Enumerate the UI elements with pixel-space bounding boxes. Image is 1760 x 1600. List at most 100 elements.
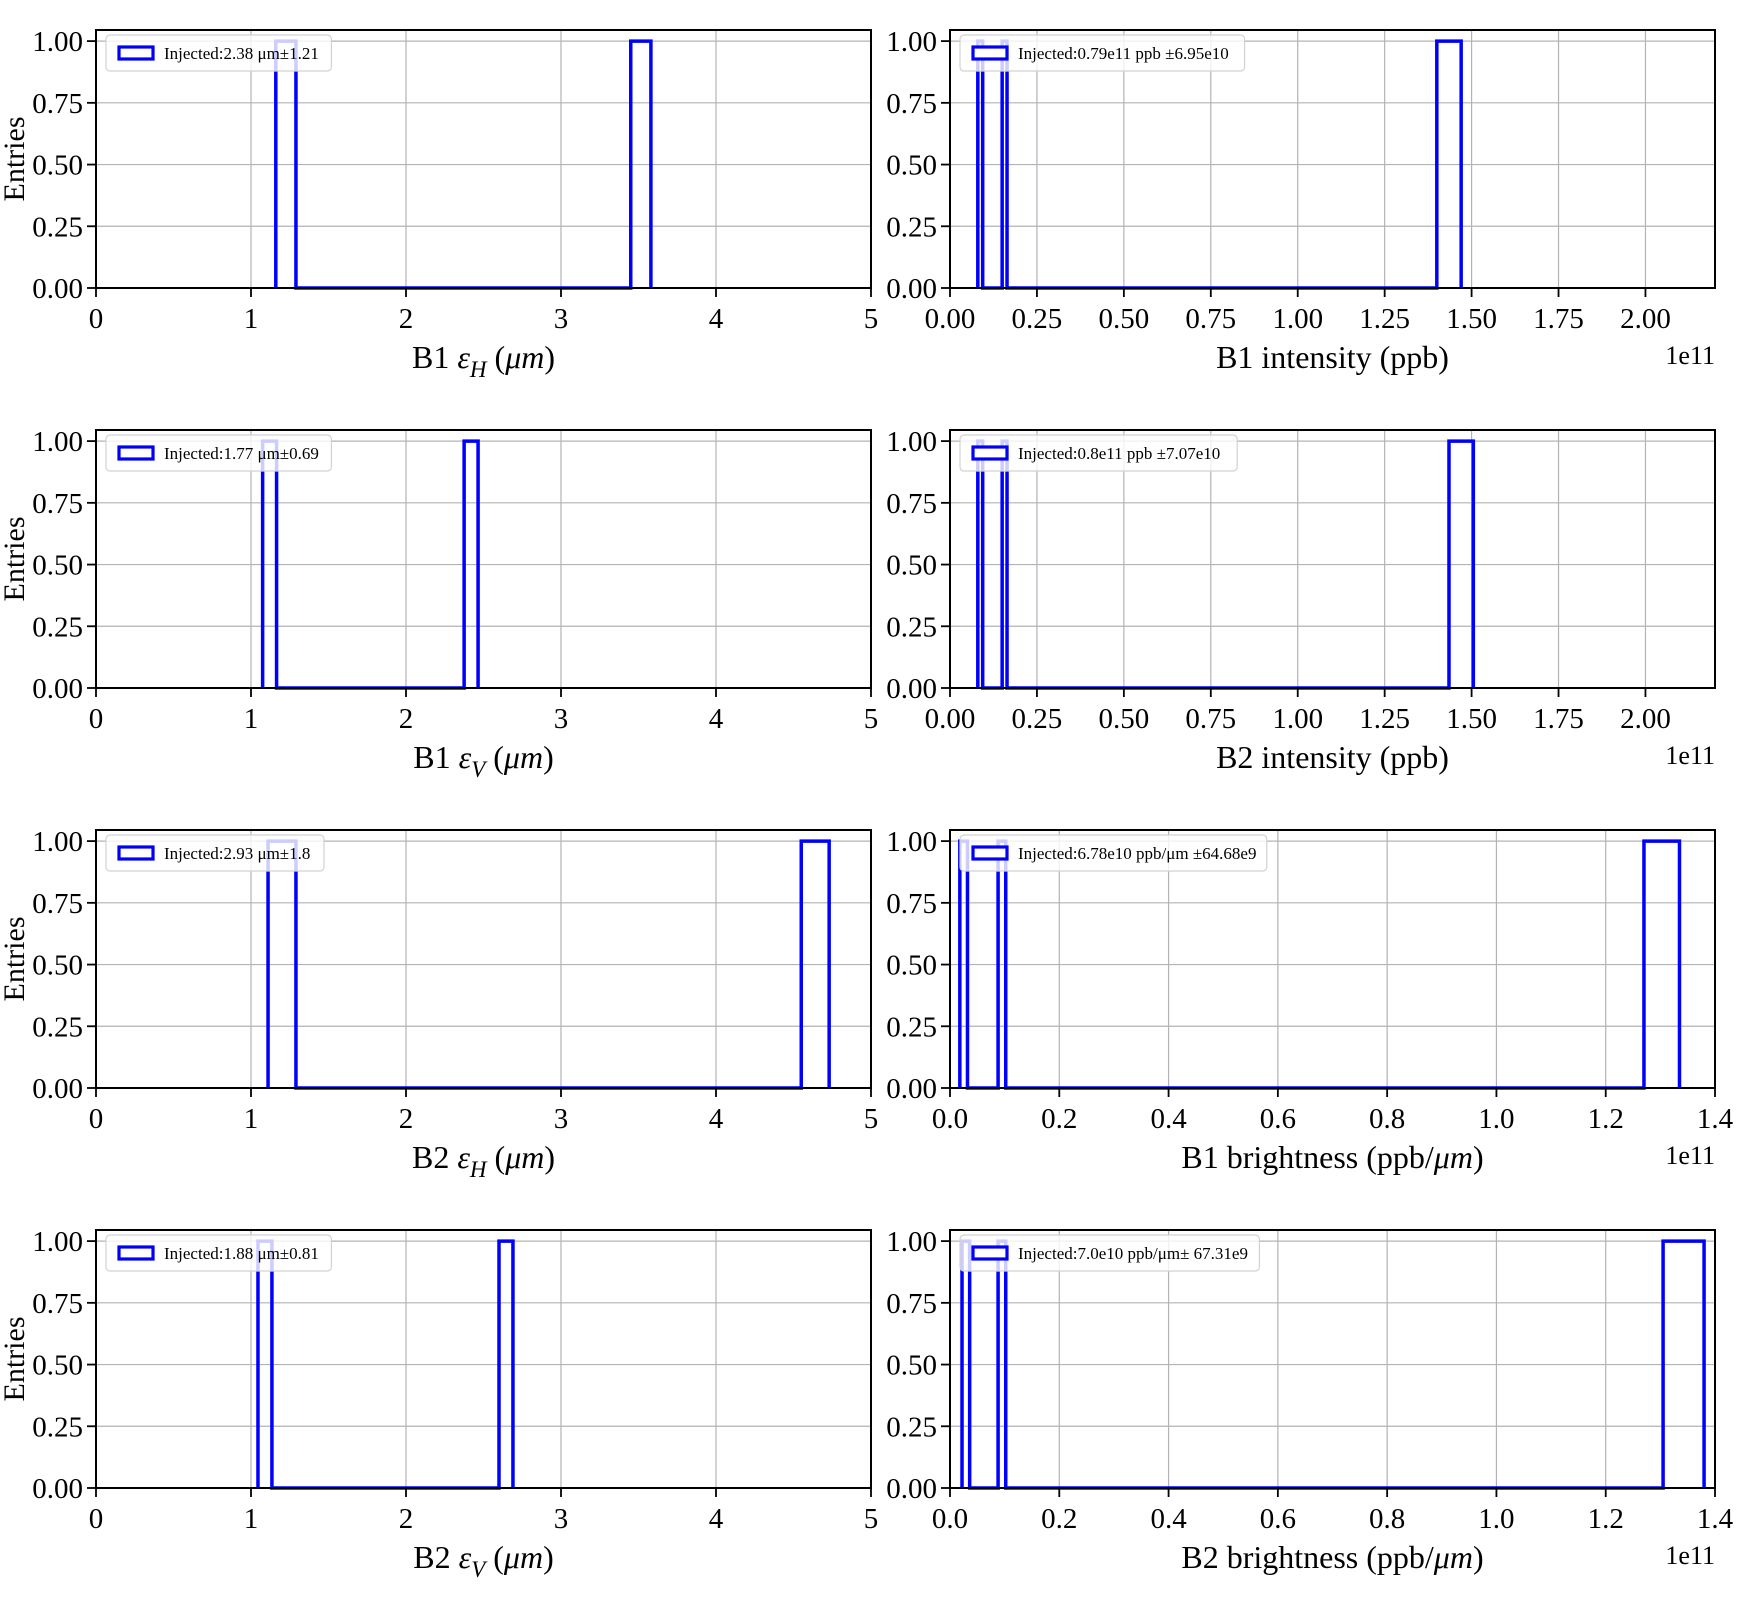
x-tick-label: 2 (399, 1503, 414, 1535)
x-tick-labels: 0.00 0.25 0.50 0.75 1.00 1.25 1.50 1.75 2.00 (925, 703, 1671, 735)
x-tick-label: 0.6 (1260, 1103, 1296, 1135)
tick-marks (941, 840, 1716, 1097)
legend: Injected:7.0e10 ppb/μm± 67.31e9 (959, 1234, 1260, 1272)
x-tick-label: 2.00 (1620, 703, 1671, 735)
x-tick-label: 1 (244, 303, 259, 335)
x-tick-label: 4 (709, 1103, 724, 1135)
y-tick-label: 0.00 (886, 273, 937, 305)
x-tick-labels: 0.0 0.2 0.4 0.6 0.8 1.0 1.2 1.4 (932, 1103, 1734, 1135)
x-tick-labels: 0 1 2 3 4 5 (89, 1503, 879, 1535)
legend-swatch (117, 845, 155, 861)
chart-svg-b1-emittance-v: 0 1 2 3 4 5 0.00 0.25 0.50 0.75 1.00 B1 εV (μm) Entr… (0, 426, 879, 782)
x-tick-label: 0.8 (1369, 1103, 1405, 1135)
x-tick-label: 2 (399, 703, 414, 735)
y-tick-label: 0.25 (886, 1011, 937, 1043)
x-tick-label: 2 (399, 303, 414, 335)
x-tick-label: 1.50 (1446, 703, 1497, 735)
x-tick-label: 0.25 (1012, 303, 1063, 335)
y-tick-label: 1.00 (886, 26, 937, 58)
x-tick-label: 0 (89, 703, 104, 735)
x-tick-label: 1.4 (1697, 1503, 1734, 1535)
plot-box (949, 1229, 1716, 1489)
chart-svg-b1-brightness: 0.0 0.2 0.4 0.6 0.8 1.0 1.2 1.4 0.00 0.25 0.50 0.75… (886, 826, 1734, 1175)
tick-marks (87, 1240, 872, 1497)
x-tick-label: 3 (554, 1103, 569, 1135)
x-tick-label: 1.0 (1478, 1103, 1514, 1135)
axis-offset-text: 1e11 (1665, 341, 1715, 370)
y-tick-label: 0.75 (886, 88, 937, 120)
x-tick-label: 1 (244, 703, 259, 735)
y-tick-label: 0.00 (886, 1473, 937, 1505)
legend-swatch (117, 45, 155, 61)
x-tick-label: 1.00 (1272, 303, 1323, 335)
x-tick-label: 0.00 (925, 703, 976, 735)
axis-offset-text: 1e11 (1665, 741, 1715, 770)
x-tick-label: 0.75 (1185, 303, 1236, 335)
tick-marks (87, 440, 872, 697)
x-tick-label: 0.0 (932, 1503, 968, 1535)
x-tick-label: 0.50 (1098, 703, 1149, 735)
plot-box (95, 429, 872, 689)
y-tick-label: 0.00 (886, 1073, 937, 1105)
plot-box (95, 1229, 872, 1489)
x-tick-label: 0.6 (1260, 1503, 1296, 1535)
chart-svg-b2-emittance-h: 0 1 2 3 4 5 0.00 0.25 0.50 0.75 1.00 B2 εH (μm) Entr… (0, 826, 879, 1182)
x-tick-labels: 0.00 0.25 0.50 0.75 1.00 1.25 1.50 1.75 2.00 (925, 303, 1671, 335)
legend: Injected:0.8e11 ppb ±7.07e10 (959, 434, 1238, 472)
x-tick-label: 3 (554, 1503, 569, 1535)
tick-marks (941, 40, 1647, 297)
x-tick-label: 1.75 (1533, 703, 1584, 735)
legend-swatch (971, 1245, 1009, 1261)
y-tick-label: 0.25 (886, 1411, 937, 1443)
legend: Injected:1.88 μm±0.81 (105, 1234, 332, 1272)
plot-box (949, 429, 1716, 689)
y-tick-label: 0.50 (32, 1350, 83, 1382)
legend-label: Injected:2.93 μm±1.8 (164, 844, 310, 863)
y-tick-labels: 0.00 0.25 0.50 0.75 1.00 (886, 1226, 937, 1505)
y-tick-label: 0.75 (886, 888, 937, 920)
y-tick-label: 0.50 (886, 950, 937, 982)
x-tick-label: 0.4 (1150, 1103, 1187, 1135)
y-tick-label: 0.00 (32, 1473, 83, 1505)
x-tick-label: 0.0 (932, 1103, 968, 1135)
legend-swatch (971, 845, 1009, 861)
tick-marks (87, 840, 872, 1097)
x-tick-label: 2.00 (1620, 303, 1671, 335)
y-tick-label: 0.00 (32, 673, 83, 705)
chart-b2-emittance-v: 0 1 2 3 4 5 0.00 0.25 0.50 0.75 1.00 B2 εV (μm) Entr… (0, 1200, 880, 1600)
x-tick-label: 0.25 (1012, 703, 1063, 735)
y-tick-label: 0.50 (886, 550, 937, 582)
y-tick-label: 0.25 (32, 1011, 83, 1043)
y-tick-label: 0.50 (32, 550, 83, 582)
x-tick-label: 5 (864, 1103, 879, 1135)
plot-box (95, 29, 872, 289)
y-tick-label: 0.75 (32, 488, 83, 520)
legend-label: Injected:6.78e10 ppb/μm ±64.68e9 (1018, 844, 1256, 863)
x-tick-label: 1.0 (1478, 1503, 1514, 1535)
chart-b2-brightness: 0.0 0.2 0.4 0.6 0.8 1.0 1.2 1.4 0.00 0.25 0.50 0.75… (880, 1200, 1760, 1600)
x-tick-label: 0.2 (1041, 1103, 1077, 1135)
y-tick-label: 0.75 (886, 1288, 937, 1320)
chart-b1-emittance-v: 0 1 2 3 4 5 0.00 0.25 0.50 0.75 1.00 B1 εV (μm) Entr… (0, 400, 880, 800)
y-tick-labels: 0.00 0.25 0.50 0.75 1.00 (32, 826, 83, 1105)
plot-box (95, 829, 872, 1089)
y-tick-label: 0.75 (32, 88, 83, 120)
y-tick-labels: 0.00 0.25 0.50 0.75 1.00 (32, 26, 83, 305)
x-tick-label: 0 (89, 1103, 104, 1135)
y-tick-label: 0.25 (886, 611, 937, 643)
x-axis-label: B2 εV (μm) (413, 1539, 554, 1582)
plot-box (949, 29, 1716, 289)
legend-label: Injected:7.0e10 ppb/μm± 67.31e9 (1018, 1244, 1248, 1263)
chart-svg-b2-intensity: 0.00 0.25 0.50 0.75 1.00 1.25 1.50 1.75 2.000.00… (886, 426, 1716, 775)
x-tick-labels: 0 1 2 3 4 5 (89, 703, 879, 735)
x-tick-label: 5 (864, 1503, 879, 1535)
chart-b1-brightness: 0.0 0.2 0.4 0.6 0.8 1.0 1.2 1.4 0.00 0.25 0.50 0.75… (880, 800, 1760, 1200)
legend: Injected:2.38 μm±1.21 (105, 34, 332, 72)
tick-marks (941, 1240, 1716, 1497)
x-tick-label: 0.2 (1041, 1503, 1077, 1535)
y-tick-labels: 0.00 0.25 0.50 0.75 1.00 (886, 826, 937, 1105)
y-tick-label: 1.00 (32, 1226, 83, 1258)
x-axis-label: B2 εH (μm) (412, 1139, 555, 1182)
chart-svg-b2-brightness: 0.0 0.2 0.4 0.6 0.8 1.0 1.2 1.4 0.00 0.25 0.50 0.75… (886, 1226, 1734, 1575)
